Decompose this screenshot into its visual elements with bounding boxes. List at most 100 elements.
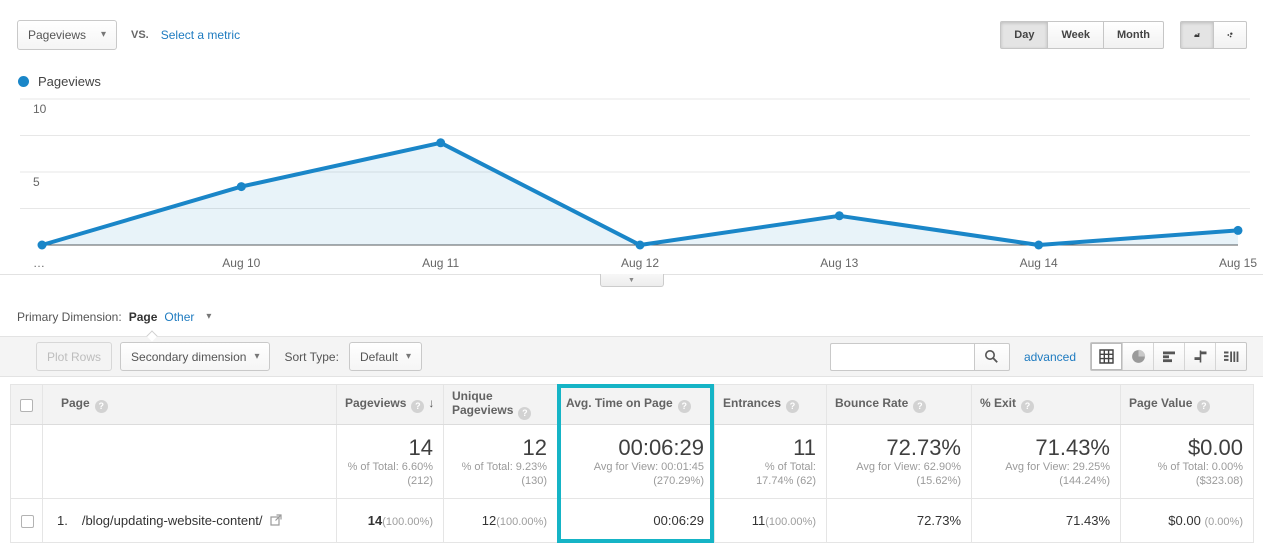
metric-selector-dropdown[interactable]: Pageviews ▾ <box>17 20 117 50</box>
help-icon[interactable]: ? <box>1197 399 1211 413</box>
table-row: 1. /blog/updating-website-content/ 14(100… <box>10 498 1254 543</box>
granularity-week-button[interactable]: Week <box>1047 21 1105 49</box>
column-label: Bounce Rate <box>835 396 909 411</box>
granularity-month-button[interactable]: Month <box>1103 21 1164 49</box>
data-view-button[interactable] <box>1091 343 1122 370</box>
sort-desc-icon: ↓ <box>428 396 435 411</box>
data-point <box>635 240 645 250</box>
column-label: Unique Pageviews <box>452 389 514 418</box>
chevron-down-icon: ▾ <box>254 350 260 362</box>
help-icon[interactable]: ? <box>786 399 800 413</box>
exit-cell: 71.43% <box>971 498 1121 543</box>
line-chart-button[interactable] <box>1180 21 1214 49</box>
sort-type-value: Default <box>359 349 398 364</box>
chart-expander-tab[interactable]: ▼ <box>599 274 664 287</box>
timeseries-svg: 5 10 <box>20 98 1250 250</box>
series-color-dot-icon <box>18 75 29 87</box>
sort-type-dropdown[interactable]: Default ▾ <box>348 342 423 371</box>
data-point <box>37 240 47 250</box>
summary-avg-time-on-page: 00:06:29 Avg for View: 00:01:45 (270.29%… <box>557 424 715 499</box>
advanced-search-link[interactable]: advanced <box>1023 349 1076 364</box>
help-icon[interactable]: ? <box>94 399 108 413</box>
granularity-day-button[interactable]: Day <box>1000 21 1049 49</box>
x-axis-tick-label: Aug 15 <box>1218 256 1258 270</box>
data-point <box>236 182 246 192</box>
column-header-bounce-rate[interactable]: Bounce Rate? <box>826 384 972 425</box>
pivot-view-button[interactable] <box>1215 343 1246 370</box>
horizontal-bars-icon <box>1162 351 1175 363</box>
column-header-entrances[interactable]: Entrances? <box>714 384 827 425</box>
secondary-dimension-label: Secondary dimension <box>131 349 247 364</box>
x-axis-tick-label: Aug 11 <box>422 256 460 270</box>
column-label: % Exit <box>980 396 1017 411</box>
primary-dimension-row: Primary Dimension: Page Other ▾ <box>17 309 1263 325</box>
metric-selector-value: Pageviews <box>28 28 87 42</box>
column-header-page-value[interactable]: Page Value? <box>1120 384 1254 425</box>
sort-type-label: Sort Type: <box>284 349 339 364</box>
summary-pageviews: 14 % of Total: 6.60% (212) <box>336 424 444 499</box>
primary-dimension-page-link[interactable]: Page <box>128 310 158 324</box>
help-icon[interactable]: ? <box>411 399 425 413</box>
series-area-fill <box>42 142 1238 245</box>
bounce-rate-cell: 72.73% <box>826 498 972 543</box>
column-header-pageviews[interactable]: Pageviews? ↓ <box>336 384 444 425</box>
help-icon[interactable]: ? <box>913 399 927 413</box>
page-value-cell: $0.00 (0.00%) <box>1120 498 1254 543</box>
pivot-table-icon <box>1224 351 1239 362</box>
comparison-view-button[interactable] <box>1184 343 1215 370</box>
column-header-unique-pageviews[interactable]: Unique Pageviews? <box>443 384 558 425</box>
chevron-down-icon: ▾ <box>206 311 212 322</box>
summary-exit: 71.43% Avg for View: 29.25% (144.24%) <box>971 424 1121 499</box>
chevron-down-icon: ▾ <box>100 29 106 40</box>
help-icon[interactable]: ? <box>518 406 532 420</box>
x-axis-tick-label: … <box>33 256 45 270</box>
chart-legend: Pageviews <box>0 73 1263 89</box>
help-icon[interactable]: ? <box>1021 399 1035 413</box>
column-label: Entrances <box>723 396 782 411</box>
secondary-dimension-dropdown[interactable]: Secondary dimension ▾ <box>120 342 271 371</box>
primary-dimension-other-link[interactable]: Other <box>164 310 195 324</box>
granularity-toggle: Day Week Month <box>1000 21 1164 49</box>
y-axis-tick-label: 10 <box>33 102 47 116</box>
column-header-page[interactable]: Page? <box>42 384 337 425</box>
avg-time-on-page-cell: 00:06:29 <box>557 498 715 543</box>
table-search-input[interactable] <box>829 342 974 371</box>
column-label: Pageviews <box>345 396 407 411</box>
chart-display-controls: Day Week Month <box>1000 21 1247 49</box>
help-icon[interactable]: ? <box>677 399 691 413</box>
column-header-exit[interactable]: % Exit? <box>971 384 1121 425</box>
search-icon <box>985 350 999 363</box>
x-axis-tick-label: Aug 10 <box>222 256 261 270</box>
chart-type-toggle <box>1180 21 1247 49</box>
data-point <box>436 138 446 148</box>
page-path-link[interactable]: /blog/updating-website-content/ <box>81 513 263 528</box>
percentage-view-button[interactable] <box>1122 343 1153 370</box>
toolbar-notch <box>146 330 158 342</box>
column-label: Page <box>61 396 90 411</box>
plot-rows-button[interactable]: Plot Rows <box>36 342 113 371</box>
pageviews-cell: 14(100.00%) <box>336 498 444 543</box>
chart-controls-bar: Pageviews ▾ vs. Select a metric Day Week… <box>0 0 1263 50</box>
legend-series-label: Pageviews <box>38 73 101 89</box>
open-page-external-icon[interactable] <box>269 514 282 526</box>
motion-chart-button[interactable] <box>1213 21 1247 49</box>
select-all-checkbox[interactable] <box>20 398 33 412</box>
unique-pageviews-cell: 12(100.00%) <box>443 498 558 543</box>
row-checkbox[interactable] <box>21 515 34 529</box>
row-index: 1. <box>57 513 68 528</box>
search-button[interactable] <box>973 342 1010 371</box>
summary-page-value: $0.00 % of Total: 0.00% ($323.08) <box>1120 424 1254 499</box>
table-summary-row: 14 % of Total: 6.60% (212) 12 % of Total… <box>10 424 1254 499</box>
data-point <box>1233 225 1243 235</box>
performance-view-button[interactable] <box>1153 343 1184 370</box>
data-point <box>1034 240 1044 250</box>
chart-footer-divider: ▼ <box>0 274 1263 288</box>
x-axis-labels: … Aug 10 Aug 11 Aug 12 Aug 13 Aug 14 Aug 15 <box>0 255 1263 271</box>
primary-dimension-label: Primary Dimension: <box>17 310 122 324</box>
pageviews-timeseries-chart[interactable]: 5 10 … Aug 10 Aug 11 Aug 12 Aug 13 Aug 14 Aug 1… <box>0 90 1263 288</box>
pages-data-table: Page? Pageviews? ↓ Unique Pageviews? Avg.… <box>10 384 1254 543</box>
column-header-avg-time-on-page[interactable]: Avg. Time on Page? <box>557 384 715 425</box>
y-axis-tick-label: 5 <box>33 175 40 189</box>
select-metric-link[interactable]: Select a metric <box>160 28 241 42</box>
comparison-bars-icon <box>1194 350 1206 363</box>
